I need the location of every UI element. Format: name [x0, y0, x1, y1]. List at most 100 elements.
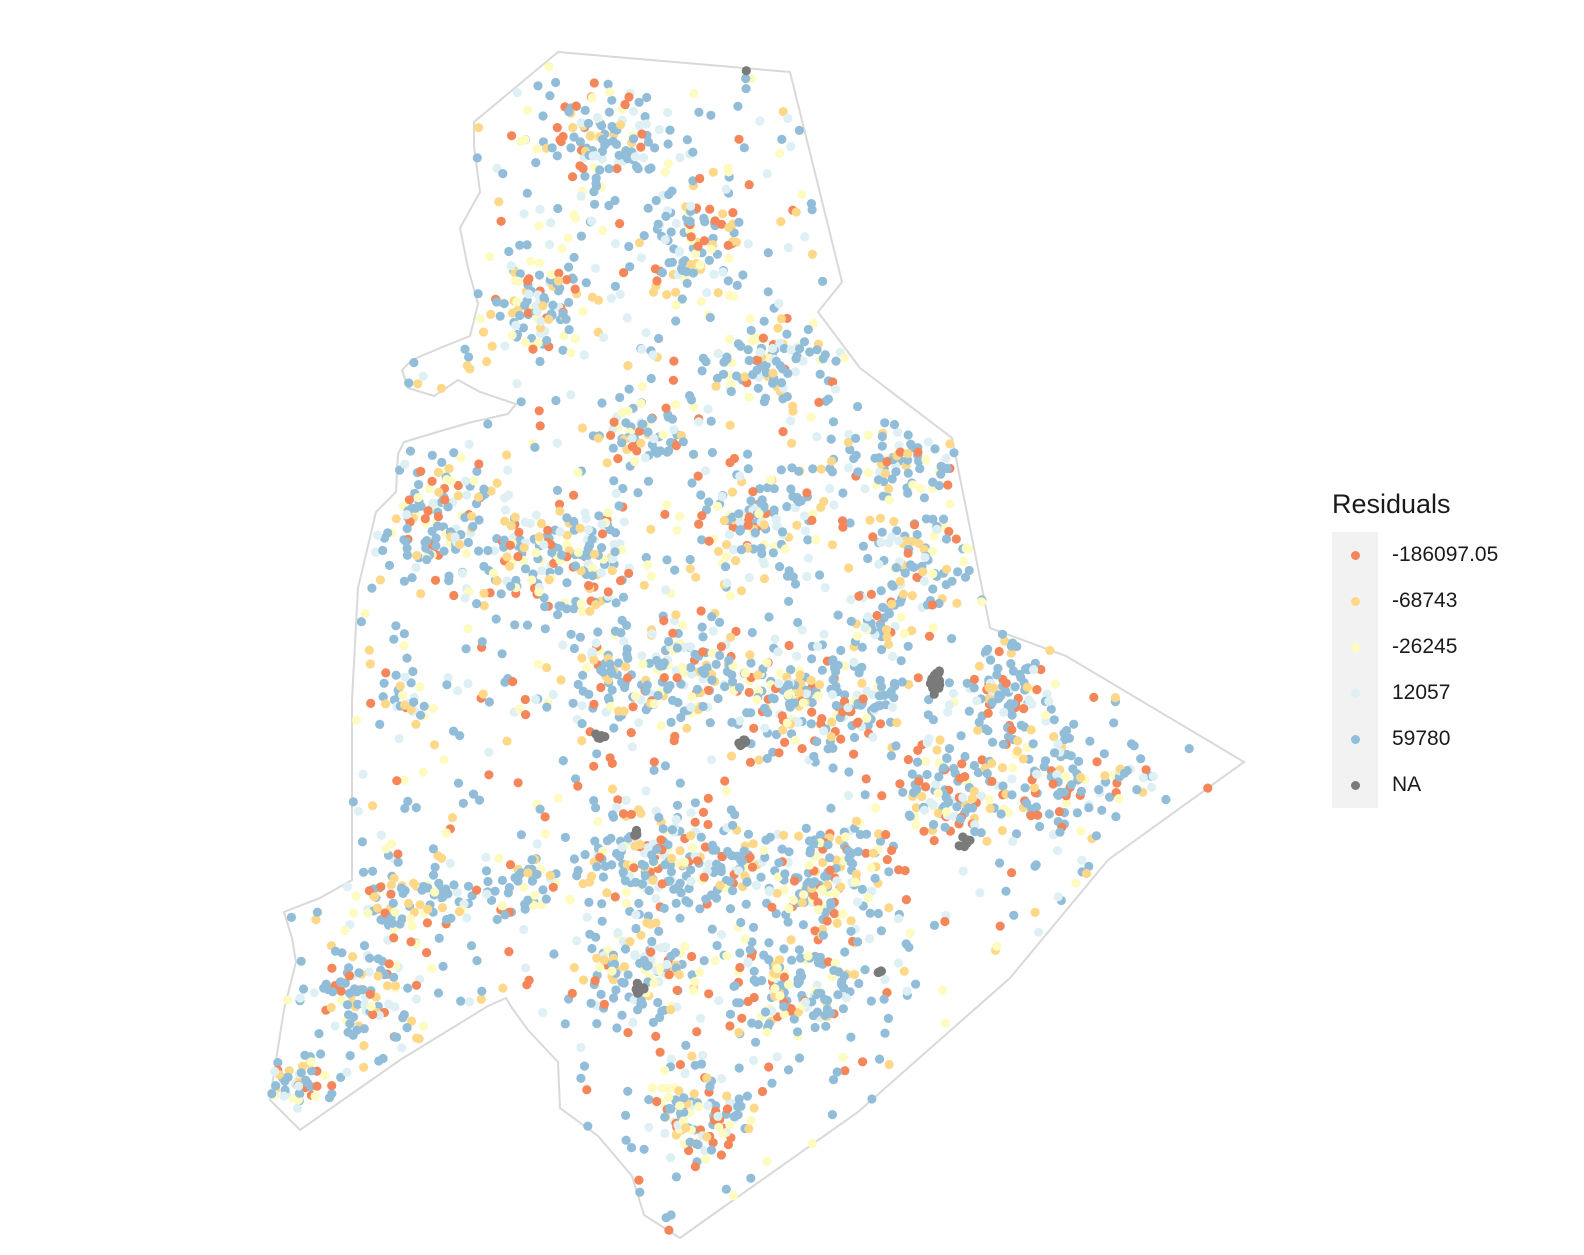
- residual-point: [641, 552, 651, 563]
- residual-point: [462, 490, 472, 500]
- residual-point: [578, 163, 588, 173]
- residual-point: [660, 1112, 670, 1122]
- residual-point: [539, 292, 549, 303]
- residual-point: [749, 723, 759, 733]
- legend-swatch: [1332, 624, 1378, 670]
- residual-point: [598, 872, 609, 882]
- residual-point: [406, 704, 416, 715]
- residual-point: [1018, 754, 1028, 764]
- residual-point: [577, 736, 587, 746]
- residual-point: [512, 379, 522, 389]
- residual-point: [716, 1150, 727, 1160]
- residual-point: [981, 646, 991, 656]
- residual-point: [826, 901, 836, 911]
- residual-point: [543, 525, 553, 536]
- residual-point: [398, 888, 408, 899]
- residual-point: [713, 546, 724, 557]
- residual-point: [671, 316, 681, 326]
- residual-point: [1007, 725, 1017, 735]
- residual-point: [1006, 648, 1016, 658]
- residual-point: [610, 239, 621, 249]
- residual-point: [757, 548, 767, 559]
- residual-point: [788, 895, 799, 905]
- residual-point: [949, 448, 959, 458]
- residual-point: [623, 970, 633, 980]
- residual-point: [344, 971, 355, 981]
- residual-point: [763, 248, 773, 258]
- residual-point: [409, 358, 419, 368]
- residual-point: [836, 734, 846, 744]
- residual-point: [740, 372, 750, 382]
- residual-point: [643, 203, 653, 213]
- residual-point: [961, 543, 971, 554]
- residual-point: [723, 276, 733, 286]
- residual-point: [700, 842, 711, 852]
- residual-point: [569, 132, 579, 142]
- residual-point: [726, 386, 736, 397]
- residual-point: [704, 989, 714, 999]
- residual-point: [863, 468, 874, 478]
- residual-point: [500, 341, 510, 351]
- residual-point: [707, 612, 717, 622]
- residual-point: [487, 895, 497, 906]
- residual-point: [643, 560, 653, 570]
- residual-point: [294, 1081, 304, 1091]
- residual-point: [874, 475, 884, 485]
- residual-point: [791, 207, 801, 217]
- residual-point: [570, 284, 580, 294]
- residual-point: [951, 534, 961, 544]
- residual-point: [365, 953, 375, 963]
- residual-point: [514, 704, 525, 714]
- residual-point: [391, 514, 401, 524]
- residual-point: [476, 994, 486, 1005]
- residual-point: [553, 793, 563, 803]
- residual-point: [715, 617, 725, 628]
- residual-point: [784, 640, 794, 651]
- residual-point: [626, 809, 637, 820]
- residual-point: [1036, 664, 1046, 675]
- residual-point: [899, 629, 910, 639]
- residual-point: [406, 937, 416, 947]
- residual-point: [891, 467, 901, 477]
- residual-point: [619, 268, 629, 278]
- residual-point: [654, 926, 664, 937]
- residual-point: [593, 816, 603, 827]
- residual-point: [744, 1124, 754, 1134]
- residual-point: [617, 1010, 627, 1020]
- residual-point: [713, 1111, 723, 1121]
- residual-point: [513, 276, 523, 286]
- residual-point: [770, 984, 780, 994]
- residual-point: [1049, 732, 1059, 742]
- residual-point: [712, 940, 722, 951]
- residual-point: [956, 814, 966, 824]
- residual-point: [649, 699, 659, 709]
- residual-point: [632, 830, 642, 840]
- residual-point: [614, 706, 624, 716]
- residual-point: [895, 779, 905, 789]
- residual-point: [606, 293, 617, 303]
- residual-point: [1054, 807, 1064, 817]
- residual-point: [533, 81, 543, 91]
- residual-point: [702, 1073, 712, 1083]
- residual-point: [569, 210, 579, 220]
- residual-point: [731, 556, 741, 566]
- residual-point: [312, 1081, 322, 1091]
- residual-point: [599, 999, 610, 1009]
- residual-point: [478, 327, 489, 337]
- legend-swatch: [1332, 578, 1378, 624]
- residual-point: [532, 144, 542, 154]
- residual-point: [624, 92, 634, 102]
- residual-point: [373, 971, 383, 981]
- residual-point: [604, 87, 615, 97]
- residual-point: [646, 947, 656, 957]
- residual-point: [637, 129, 647, 139]
- residual-point: [944, 678, 955, 688]
- residual-point: [436, 383, 446, 393]
- residual-point: [734, 217, 744, 227]
- residual-point: [970, 819, 980, 830]
- residual-point: [882, 632, 892, 642]
- residual-point: [1032, 685, 1042, 695]
- residual-point: [444, 571, 454, 581]
- residual-point: [724, 222, 734, 233]
